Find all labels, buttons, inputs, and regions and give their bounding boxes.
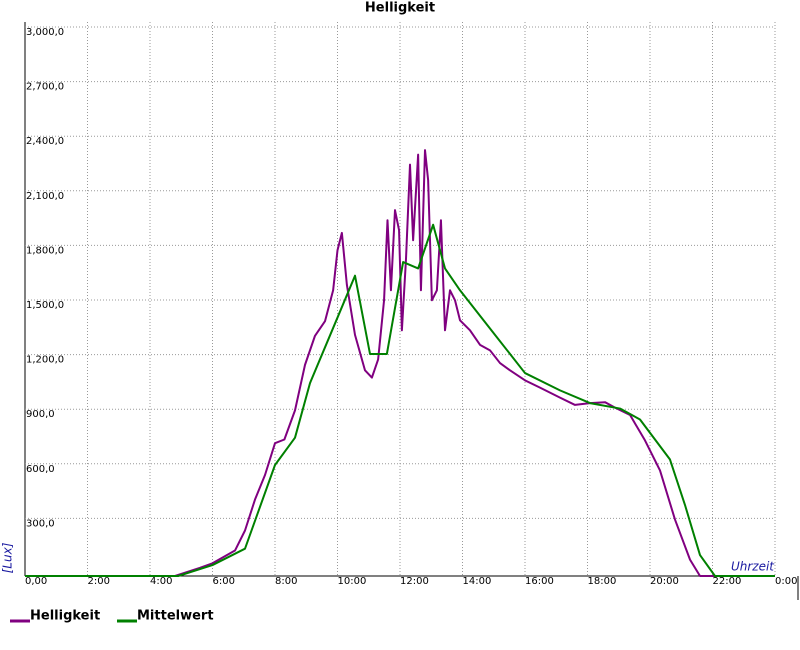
legend-label: Helligkeit xyxy=(30,609,100,624)
x-tick-label: 12:00 xyxy=(400,576,429,587)
plot xyxy=(25,22,776,577)
x-tick-label: 10:00 xyxy=(338,576,367,587)
data-line xyxy=(25,223,775,577)
y-tick-label: 900,0 xyxy=(26,409,55,420)
y-tick-label: 1,800,0 xyxy=(26,245,64,256)
data-line xyxy=(25,149,775,577)
x-axis-label: Uhrzeit xyxy=(731,560,775,574)
y-tick-label: 300,0 xyxy=(26,518,55,529)
x-tick-label: 14:00 xyxy=(463,576,492,587)
x-tick-label: 18:00 xyxy=(588,576,617,587)
y-tick-label: 2,700,0 xyxy=(26,82,64,93)
y-tick-label: 3,000,0 xyxy=(26,27,64,38)
x-tick-label: 20:00 xyxy=(650,576,679,587)
legend-label: Mittelwert xyxy=(137,609,214,624)
x-tick-label: 4:00 xyxy=(150,576,172,587)
x-tick-label: 16:00 xyxy=(525,576,554,587)
x-tick-label: 2:00 xyxy=(88,576,110,587)
y-tick-label: 2,400,0 xyxy=(26,136,64,147)
legend: Helligkeit Mittelwert xyxy=(10,609,214,624)
x-tick-label: 22:00 xyxy=(713,576,742,587)
x-tick-label: 0,00 xyxy=(25,576,47,587)
chart-title: Helligkeit xyxy=(365,1,435,16)
x-tick-label: 0:00 xyxy=(775,576,797,587)
y-axis-label: [Lux] xyxy=(1,542,15,573)
x-tick-label: 8:00 xyxy=(275,576,297,587)
y-tick-label: 1,500,0 xyxy=(26,300,64,311)
y-tick-label: 600,0 xyxy=(26,464,55,475)
y-tick-label: 2,100,0 xyxy=(26,191,64,202)
y-tick-label: 1,200,0 xyxy=(26,355,64,366)
x-tick-label: 6:00 xyxy=(213,576,235,587)
